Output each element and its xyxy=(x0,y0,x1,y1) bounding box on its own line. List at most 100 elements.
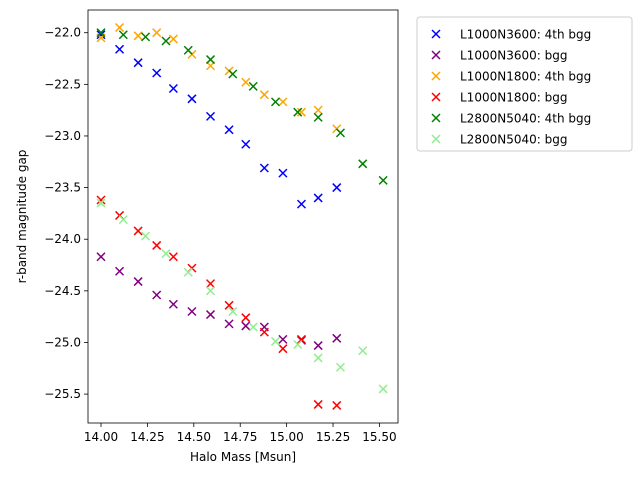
data-point xyxy=(133,277,143,287)
data-point xyxy=(241,77,251,87)
y-tick-label: −24.0 xyxy=(44,232,81,246)
data-point xyxy=(313,112,323,122)
x-tick-label: 15.50 xyxy=(362,430,396,444)
legend-marker xyxy=(431,29,441,39)
data-point xyxy=(115,44,125,54)
data-point xyxy=(378,175,388,185)
legend-label: L1000N1800: 4th bgg xyxy=(460,70,591,84)
axes-frame xyxy=(87,9,399,424)
data-point xyxy=(293,107,303,117)
data-point xyxy=(296,199,307,209)
data-point xyxy=(248,322,258,332)
data-point xyxy=(358,346,368,356)
data-point xyxy=(278,168,288,178)
data-point xyxy=(141,231,151,241)
data-point xyxy=(187,94,197,104)
data-point xyxy=(161,36,171,46)
data-point xyxy=(228,69,238,79)
legend-label: L1000N3600: 4th bgg xyxy=(460,28,591,42)
data-point xyxy=(133,226,143,236)
x-axis-ticks: 14.00 14.25 14.50 14.75 15.00 15.25 15.50 xyxy=(84,423,397,444)
data-point xyxy=(168,83,178,94)
data-point xyxy=(183,45,193,55)
data-point xyxy=(115,266,125,276)
data-point xyxy=(313,193,323,203)
legend-label: L2800N5040: bgg xyxy=(460,133,567,147)
x-tick-label: 14.25 xyxy=(130,430,164,444)
legend-marker xyxy=(431,113,441,123)
data-point xyxy=(118,30,128,40)
data-point xyxy=(332,400,342,410)
data-point xyxy=(187,306,197,317)
data-point xyxy=(313,341,323,351)
data-point xyxy=(152,68,162,78)
x-tick-label: 14.00 xyxy=(84,430,118,444)
x-axis-label: Halo Mass [Msun] xyxy=(190,450,296,464)
data-point xyxy=(278,334,288,344)
data-point xyxy=(259,163,269,173)
data-point xyxy=(183,267,193,277)
data-point xyxy=(332,333,342,343)
legend-marker xyxy=(431,134,441,144)
data-point xyxy=(152,28,162,38)
y-axis-label: r-band magnitude gap xyxy=(15,150,29,284)
legend-label: L1000N1800: bgg xyxy=(460,91,567,105)
data-point xyxy=(228,306,238,317)
series-4 xyxy=(96,28,388,185)
series-0 xyxy=(96,30,342,209)
data-point xyxy=(224,319,234,329)
axes-background xyxy=(88,10,398,423)
y-tick-label: −24.5 xyxy=(44,284,81,298)
y-tick-label: −25.0 xyxy=(44,335,81,349)
data-point xyxy=(152,240,162,250)
data-point xyxy=(224,300,234,310)
data-point xyxy=(168,34,178,44)
data-point xyxy=(205,55,216,65)
legend: L1000N3600: 4th bgg L1000N3600: bgg L1000N… xyxy=(416,16,633,152)
series-5 xyxy=(96,198,388,394)
data-point xyxy=(161,249,171,259)
data-point xyxy=(335,362,345,372)
x-tick-label: 15.00 xyxy=(269,430,303,444)
y-tick-label: −22.0 xyxy=(44,26,81,40)
y-axis-ticks: −22.0 −22.5 −23.0 −23.5 −24.0 −24.5 −25.0 −25.5 xyxy=(44,26,88,401)
data-point xyxy=(241,313,251,323)
legend-box xyxy=(416,16,633,152)
plot-area: 14.00 14.25 14.50 14.75 15.00 15.25 15.50 −22.… xyxy=(44,9,399,444)
data-point xyxy=(205,279,216,289)
x-tick-label: 15.25 xyxy=(316,430,350,444)
data-point xyxy=(205,310,216,320)
y-tick-label: −23.0 xyxy=(44,129,81,143)
data-point xyxy=(259,327,269,337)
y-tick-label: −23.5 xyxy=(44,181,81,195)
data-point xyxy=(313,399,323,409)
data-point xyxy=(296,107,307,117)
data-point xyxy=(118,215,128,225)
series-1 xyxy=(96,252,342,351)
data-point xyxy=(358,159,368,169)
data-point xyxy=(141,32,151,42)
data-point xyxy=(96,252,106,262)
data-point xyxy=(133,58,143,68)
data-point xyxy=(378,384,388,394)
data-point xyxy=(270,97,281,107)
data-point xyxy=(259,90,269,100)
data-point xyxy=(313,105,323,115)
data-point xyxy=(205,286,216,296)
legend-marker xyxy=(431,50,441,60)
legend-label: L2800N5040: 4th bgg xyxy=(460,112,591,126)
data-point xyxy=(96,198,106,208)
data-point xyxy=(332,183,342,193)
data-point xyxy=(96,195,106,205)
data-point xyxy=(152,290,162,300)
data-point xyxy=(133,31,143,41)
data-point xyxy=(96,30,106,40)
y-tick-label: −22.5 xyxy=(44,77,81,91)
data-point xyxy=(115,23,125,33)
data-point xyxy=(296,334,307,344)
x-tick-label: 14.50 xyxy=(177,430,211,444)
data-point xyxy=(241,139,251,149)
data-point xyxy=(205,111,216,121)
data-point xyxy=(224,125,234,135)
